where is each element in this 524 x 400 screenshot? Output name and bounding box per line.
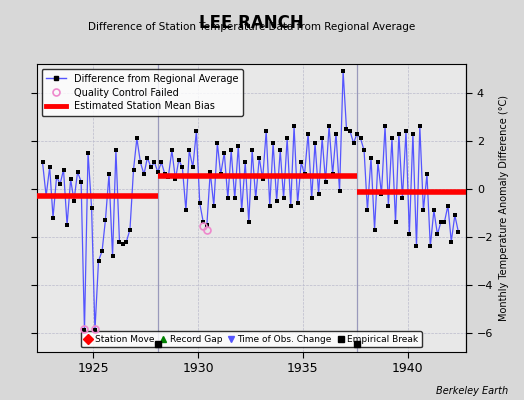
Legend: Station Move, Record Gap, Time of Obs. Change, Empirical Break: Station Move, Record Gap, Time of Obs. C… — [81, 331, 422, 348]
Text: Berkeley Earth: Berkeley Earth — [436, 386, 508, 396]
Text: LEE RANCH: LEE RANCH — [199, 14, 304, 32]
Y-axis label: Monthly Temperature Anomaly Difference (°C): Monthly Temperature Anomaly Difference (… — [499, 95, 509, 321]
Text: Difference of Station Temperature Data from Regional Average: Difference of Station Temperature Data f… — [88, 22, 415, 32]
